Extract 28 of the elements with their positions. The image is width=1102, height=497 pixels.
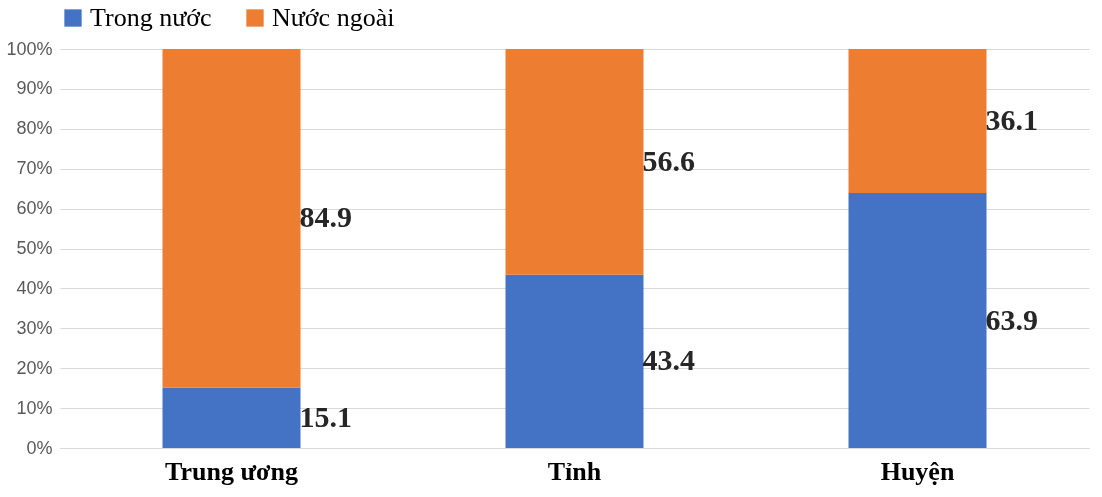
data-label: 43.4 [642,343,695,377]
y-tick-label: 0% [26,437,53,458]
x-tick-label: Trung ương [165,456,298,486]
data-label: 84.9 [299,200,352,234]
y-tick-label: 10% [16,397,53,418]
legend-label: Trong nước [90,3,212,32]
y-tick-label: 50% [16,238,53,258]
y-tick-label: 80% [16,118,53,139]
data-label: 36.1 [985,103,1038,137]
bar [505,49,644,275]
data-label: 63.9 [985,302,1038,336]
y-tick-label: 20% [16,357,53,378]
y-tick-label: 90% [16,78,53,99]
x-tick-label: Huyện [880,456,955,486]
y-tick-label: 70% [16,158,53,179]
y-tick-label: 30% [16,317,53,338]
bar [162,49,301,388]
bar [505,274,644,448]
data-label: 56.6 [642,143,695,177]
x-tick-label: Tỉnh [547,456,602,486]
bar [162,387,301,448]
y-tick-label: 100% [6,38,53,59]
y-tick-label: 40% [16,277,53,298]
bar [848,193,987,448]
data-label: 15.1 [299,399,352,433]
y-tick-label: 60% [16,198,53,219]
bar [848,49,987,194]
legend-label: Nước ngoài [272,3,395,32]
